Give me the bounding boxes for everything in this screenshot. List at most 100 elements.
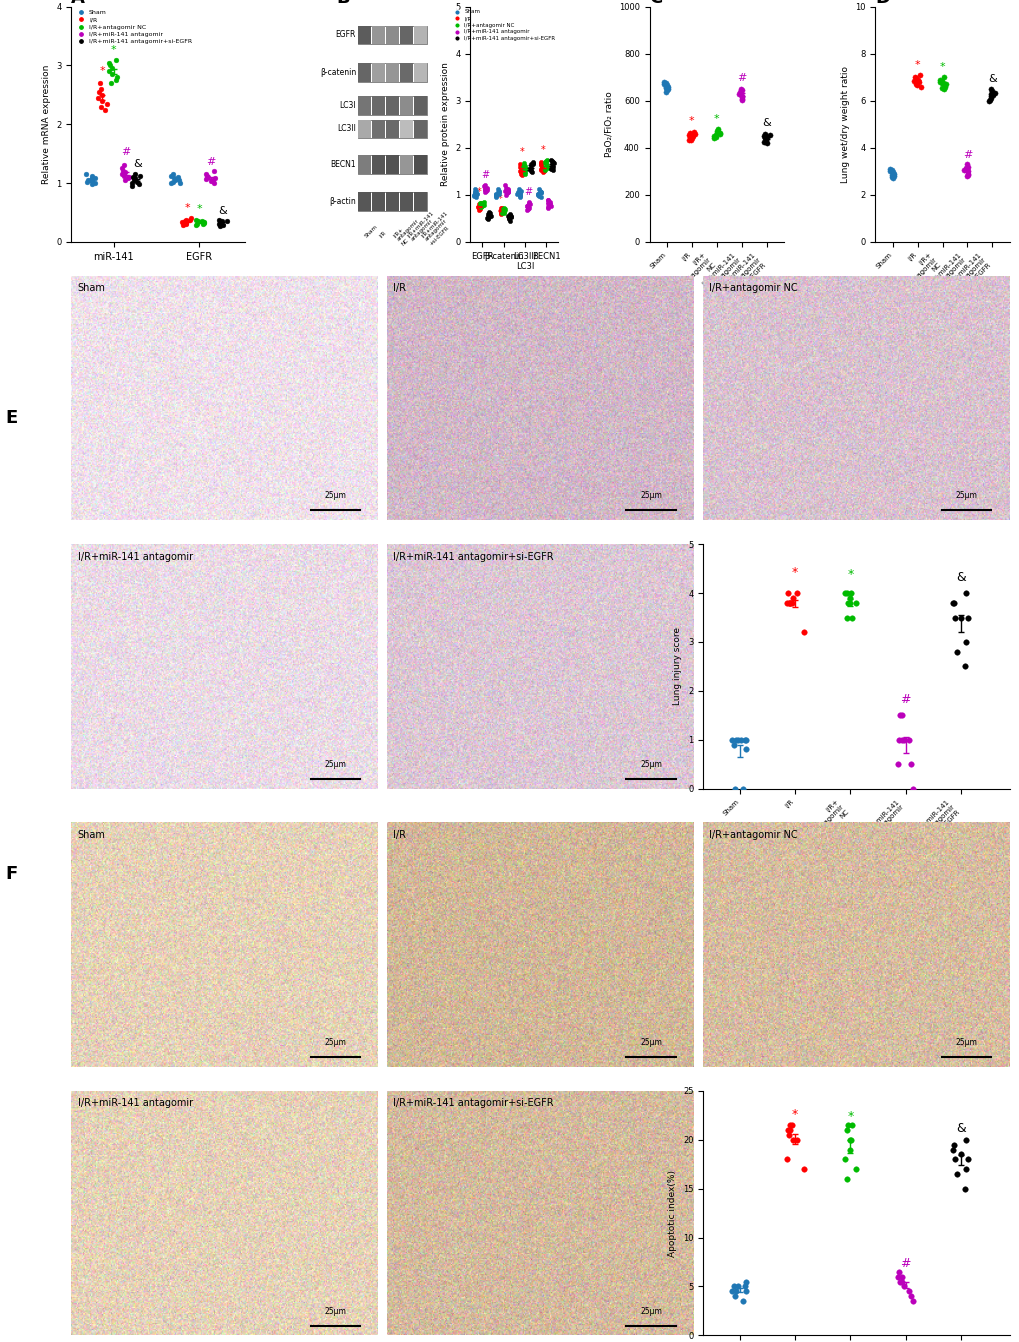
Point — [502, 207, 519, 228]
Point — [894, 1271, 910, 1292]
Text: #: # — [962, 150, 971, 161]
Point — [535, 161, 551, 183]
Bar — [414, 63, 426, 82]
Point — [544, 156, 560, 177]
Text: Sham: Sham — [77, 829, 105, 840]
Point — [189, 213, 205, 235]
Point — [475, 195, 491, 216]
Point — [206, 161, 222, 183]
Point — [906, 70, 922, 91]
Point — [174, 215, 191, 236]
Point — [494, 199, 511, 220]
Point — [545, 152, 561, 173]
Point — [707, 126, 723, 148]
Point — [785, 588, 801, 609]
Text: BECN1: BECN1 — [330, 160, 356, 169]
Point — [936, 74, 953, 95]
Text: I/R+antagomir NC: I/R+antagomir NC — [708, 283, 797, 293]
Text: #: # — [206, 157, 215, 168]
Point — [495, 197, 512, 219]
Text: *: * — [497, 193, 502, 204]
Point — [958, 153, 974, 174]
Point — [728, 729, 744, 750]
Point — [986, 82, 1003, 103]
Text: 25μm: 25μm — [324, 1307, 345, 1315]
Point — [708, 121, 725, 142]
Point — [532, 181, 548, 203]
Text: *: * — [847, 1110, 853, 1123]
Point — [777, 592, 794, 613]
Point — [182, 208, 199, 229]
Point — [708, 122, 725, 144]
Point — [514, 157, 530, 178]
Point — [468, 180, 484, 201]
Point — [177, 212, 194, 234]
Point — [543, 153, 559, 174]
Point — [895, 729, 911, 750]
Bar — [358, 63, 426, 82]
Point — [115, 161, 131, 183]
Point — [479, 203, 495, 224]
Point — [838, 1119, 854, 1141]
Point — [882, 160, 899, 181]
Text: *: * — [100, 66, 105, 76]
Point — [907, 74, 923, 95]
Point — [959, 607, 975, 628]
Text: 25μm: 25μm — [640, 1307, 661, 1315]
Point — [737, 738, 753, 760]
Point — [487, 184, 503, 205]
Point — [890, 729, 906, 750]
Point — [709, 118, 726, 140]
Point — [467, 187, 483, 208]
Point — [202, 170, 218, 192]
Point — [657, 81, 674, 102]
Point — [177, 213, 194, 235]
Point — [734, 778, 750, 800]
Point — [487, 183, 503, 204]
Point — [904, 1291, 920, 1312]
Point — [480, 204, 496, 225]
Point — [492, 197, 508, 219]
Point — [479, 177, 495, 199]
Text: 25μm: 25μm — [955, 1037, 977, 1047]
Text: #: # — [900, 1257, 910, 1270]
Point — [520, 195, 536, 216]
Point — [130, 173, 147, 195]
Point — [883, 162, 900, 184]
Bar — [358, 154, 426, 173]
Point — [880, 158, 897, 180]
Point — [710, 123, 727, 145]
Point — [476, 180, 492, 201]
Point — [520, 191, 536, 212]
Point — [116, 165, 132, 187]
Point — [532, 153, 548, 174]
Bar — [358, 25, 426, 44]
Point — [779, 582, 795, 604]
Text: LC3II: LC3II — [337, 125, 356, 133]
Point — [524, 153, 540, 174]
Point — [115, 154, 131, 176]
Y-axis label: Apoptotic index(%): Apoptotic index(%) — [667, 1170, 677, 1256]
Point — [952, 1143, 968, 1165]
Point — [842, 592, 858, 613]
Point — [722, 729, 739, 750]
Point — [84, 170, 100, 192]
Point — [886, 165, 902, 187]
Point — [784, 592, 800, 613]
Point — [519, 196, 535, 217]
Point — [474, 195, 490, 216]
Point — [490, 178, 506, 200]
Point — [531, 178, 547, 200]
Point — [737, 1280, 753, 1302]
Point — [515, 154, 531, 176]
Point — [533, 160, 549, 181]
Bar — [385, 192, 398, 211]
Point — [517, 162, 533, 184]
Point — [516, 156, 532, 177]
Point — [476, 178, 492, 200]
Point — [984, 85, 1001, 106]
Bar — [372, 25, 384, 44]
Point — [540, 189, 556, 211]
Point — [479, 208, 495, 229]
Point — [895, 1276, 911, 1298]
